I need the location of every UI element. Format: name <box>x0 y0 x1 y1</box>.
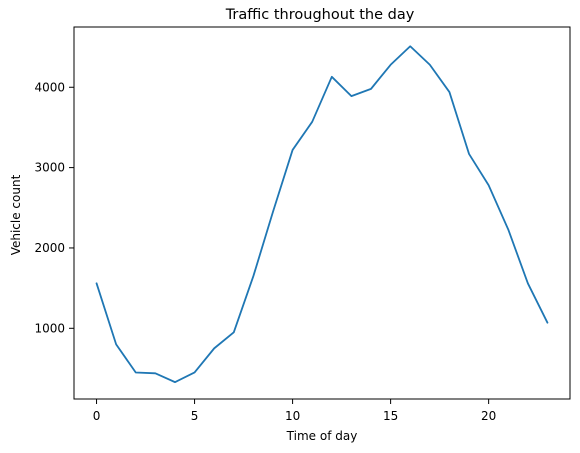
x-tick-label-5: 5 <box>191 409 199 423</box>
chart-title: Traffic throughout the day <box>225 7 415 23</box>
y-axis-label: Vehicle count <box>9 174 23 255</box>
y-tick-label-4000: 4000 <box>34 80 65 94</box>
y-tick-label-2000: 2000 <box>34 241 65 255</box>
x-axis: 0 5 10 15 20 <box>93 399 496 423</box>
x-tick-label-15: 15 <box>383 409 398 423</box>
y-tick-label-3000: 3000 <box>34 161 65 175</box>
x-tick-label-20: 20 <box>481 409 496 423</box>
x-tick-label-0: 0 <box>93 409 101 423</box>
x-axis-label: Time of day <box>286 429 358 443</box>
x-tick-label-10: 10 <box>285 409 300 423</box>
series-line-0 <box>95 45 549 384</box>
axes-frame <box>73 26 571 400</box>
y-tick-label-1000: 1000 <box>34 321 65 335</box>
plot-area <box>73 26 571 400</box>
y-axis: 1000 2000 3000 4000 <box>34 80 74 335</box>
series-layer <box>95 45 549 384</box>
